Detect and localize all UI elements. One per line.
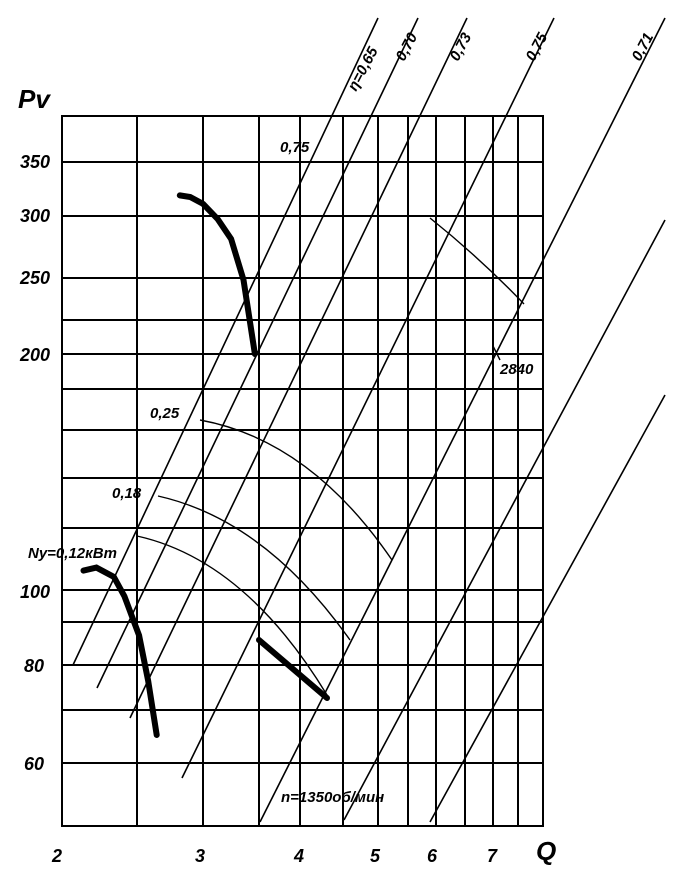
efficiency-label: η=0,65 — [345, 44, 382, 94]
y-tick-label: 300 — [20, 206, 50, 226]
y-tick-label: 100 — [20, 582, 50, 602]
efficiency-line — [72, 17, 379, 666]
power-labels: Ny=0,12кВт 0,18 0,25 0,75 — [28, 139, 310, 562]
performance-curves — [80, 192, 330, 738]
y-tick-label: 200 — [19, 345, 50, 365]
performance-curve — [176, 192, 258, 357]
efficiency-labels: η=0,65 0,70 0,73 0,75 0,71 — [345, 30, 658, 94]
x-tick-label: 6 — [427, 846, 438, 866]
power-curve — [199, 419, 393, 561]
power-label: 0,25 — [150, 405, 180, 422]
y-tick-labels: 350 300 250 200 100 80 60 — [19, 152, 50, 774]
y-tick-label: 60 — [24, 754, 44, 774]
y-tick-label: 80 — [24, 656, 44, 676]
y-axis-title: Pv — [18, 84, 51, 114]
power-label: Ny=0,12кВт — [28, 545, 117, 562]
efficiency-label: 0,75 — [523, 30, 552, 64]
efficiency-line — [129, 17, 468, 719]
series-label: n=1350об/мин — [281, 789, 384, 806]
efficiency-label: 0,71 — [629, 30, 658, 64]
series-label: 2840 — [499, 361, 534, 378]
x-tick-label: 2 — [51, 846, 62, 866]
power-curve — [429, 217, 525, 305]
x-tick-label: 3 — [195, 846, 205, 866]
efficiency-line — [181, 17, 555, 779]
efficiency-label: 0,73 — [447, 30, 476, 64]
power-curve — [136, 535, 328, 696]
power-label: 0,18 — [112, 485, 142, 502]
x-tick-label: 7 — [487, 846, 498, 866]
power-curve — [492, 345, 501, 361]
efficiency-line — [429, 394, 666, 823]
y-tick-label: 250 — [19, 268, 50, 288]
x-tick-label: 4 — [293, 846, 304, 866]
y-tick-label: 350 — [20, 152, 50, 172]
efficiency-line — [343, 219, 666, 821]
power-label: 0,75 — [280, 139, 310, 156]
efficiency-line — [259, 17, 666, 823]
x-tick-label: 5 — [370, 846, 381, 866]
power-curves — [136, 217, 525, 696]
x-tick-labels: 2 3 4 5 6 7 — [51, 846, 498, 866]
efficiency-label: 0,70 — [393, 30, 422, 64]
chart-grid — [61, 115, 544, 827]
performance-curve — [256, 637, 330, 701]
power-curve — [157, 495, 351, 641]
plot-frame — [61, 115, 544, 827]
x-axis-title: Q — [536, 836, 556, 866]
